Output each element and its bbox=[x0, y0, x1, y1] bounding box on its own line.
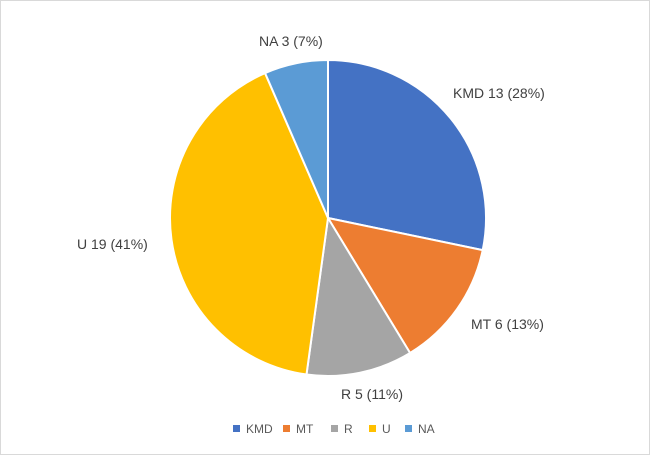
pie-slice-u bbox=[168, 71, 330, 376]
legend-swatch-na bbox=[405, 425, 412, 432]
pie-slice-kmd bbox=[327, 58, 488, 252]
pie-slices bbox=[168, 58, 488, 377]
data-labels: KMD 13 (28%) MT 6 (13%) R 5 (11%) U 19 (41%… bbox=[77, 33, 545, 402]
data-label-mt: MT 6 (13%) bbox=[471, 316, 544, 332]
data-label-kmd: KMD 13 (28%) bbox=[453, 85, 545, 101]
data-label-u: U 19 (41%) bbox=[77, 236, 148, 252]
legend-label-na: NA bbox=[418, 422, 435, 436]
data-label-r: R 5 (11%) bbox=[341, 386, 403, 402]
legend-swatch-u bbox=[369, 425, 376, 432]
legend-swatch-kmd bbox=[233, 425, 240, 432]
legend: KMD MT R U NA bbox=[233, 422, 435, 436]
legend-label-kmd: KMD bbox=[246, 422, 273, 436]
legend-label-mt: MT bbox=[296, 422, 314, 436]
pie-slice-na bbox=[263, 58, 329, 219]
pie-slice-r bbox=[305, 215, 412, 377]
data-label-na: NA 3 (7%) bbox=[259, 33, 323, 49]
legend-swatch-r bbox=[331, 425, 338, 432]
pie-slice-mt bbox=[325, 216, 484, 355]
legend-label-u: U bbox=[382, 422, 391, 436]
legend-swatch-mt bbox=[283, 425, 290, 432]
legend-label-r: R bbox=[344, 422, 353, 436]
